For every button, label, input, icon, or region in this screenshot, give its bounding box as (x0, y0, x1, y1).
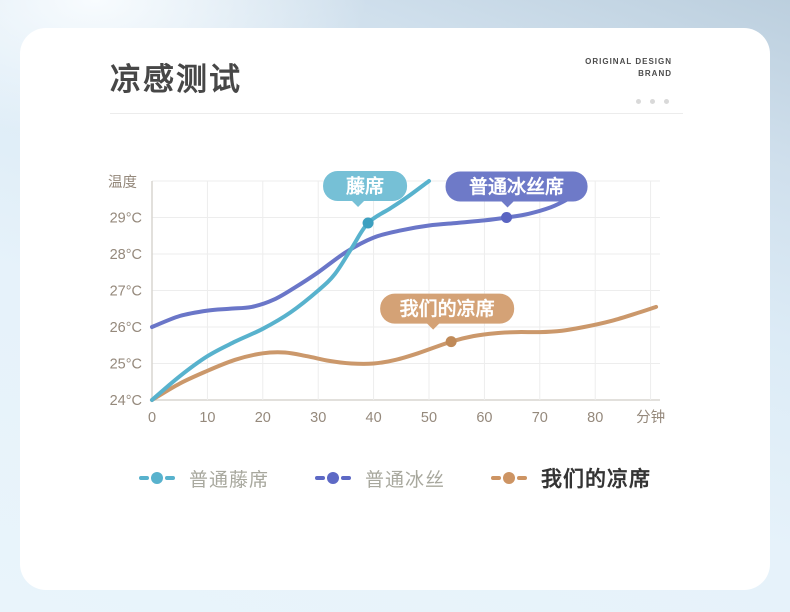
x-tick-label: 0 (148, 410, 156, 426)
legend-label: 普通冰丝 (365, 469, 446, 491)
series-marker-dot-3 (445, 336, 457, 348)
badge-pointer (350, 198, 367, 207)
divider-line (110, 113, 683, 114)
legend-item-our-mat: 我们的凉席 (491, 463, 651, 493)
series-marker-dot-2 (501, 212, 513, 223)
series-line-3 (150, 304, 659, 402)
badge-bubble (445, 171, 588, 202)
x-tick-label: 40 (366, 410, 382, 426)
y-tick-label: 29°C (110, 211, 142, 227)
brand-line2: BRAND (638, 68, 672, 78)
decor-dot (650, 99, 655, 104)
badge-label: 藤席 (346, 174, 384, 197)
x-tick-label: 60 (476, 410, 492, 426)
legend-item-rattan-mat: 普通藤席 (138, 465, 269, 492)
x-tick-label: 80 (587, 410, 603, 426)
decor-dot (664, 99, 669, 104)
page-title: 凉感测试 (110, 62, 242, 97)
legend-marker-icon (138, 472, 175, 484)
badge-bubble (380, 293, 515, 324)
x-tick-label: 50 (421, 410, 437, 426)
legend-label: 普通藤席 (188, 469, 269, 491)
y-tick-label: 26°C (110, 320, 142, 336)
series-marker-dot-1 (362, 217, 374, 229)
x-axis-unit: 分钟 (636, 409, 665, 426)
cooling-chart: 24°C 25°C 26°C 27°C 28°C 29°C 温度 0 10 20 30 40 50 60 7… (108, 170, 665, 426)
chart-badge-2: 普通冰丝席 (445, 171, 588, 208)
badge-label: 我们的凉席 (400, 297, 495, 320)
y-tick-label: 25°C (110, 357, 142, 373)
badge-label: 普通冰丝席 (469, 175, 564, 198)
legend-item-ice-silk-mat: 普通冰丝 (315, 465, 445, 492)
decor-dot (636, 99, 641, 104)
chart-legend: 普通藤席 普通冰丝 我们的凉席 (20, 463, 770, 493)
brand-text: ORIGINAL DESIGN BRAND (585, 56, 672, 79)
chart-badge-3: 我们的凉席 (380, 293, 515, 330)
x-tick-label: 10 (199, 410, 215, 426)
y-tick-label: 28°C (110, 247, 142, 263)
content-card: 凉感测试 ORIGINAL DESIGN BRAND 24°C 25°C 26°C 2… (20, 28, 770, 590)
legend-label: 我们的凉席 (541, 468, 652, 491)
y-tick-label: 27°C (110, 284, 142, 300)
series-line-1 (150, 179, 431, 402)
y-axis-title: 温度 (108, 174, 137, 191)
brand-line1: ORIGINAL DESIGN (585, 57, 672, 66)
decor-dots (636, 99, 669, 104)
legend-marker-icon (491, 472, 528, 484)
legend-marker-icon (315, 472, 351, 484)
badge-bubble (323, 170, 408, 201)
series-line-2 (150, 186, 587, 329)
y-tick-label: 24°C (110, 393, 142, 409)
x-tick-label: 20 (255, 410, 271, 426)
x-tick-label: 30 (310, 410, 326, 426)
chart-badge-1: 藤席 (323, 170, 408, 207)
x-tick-label: 70 (532, 410, 548, 426)
